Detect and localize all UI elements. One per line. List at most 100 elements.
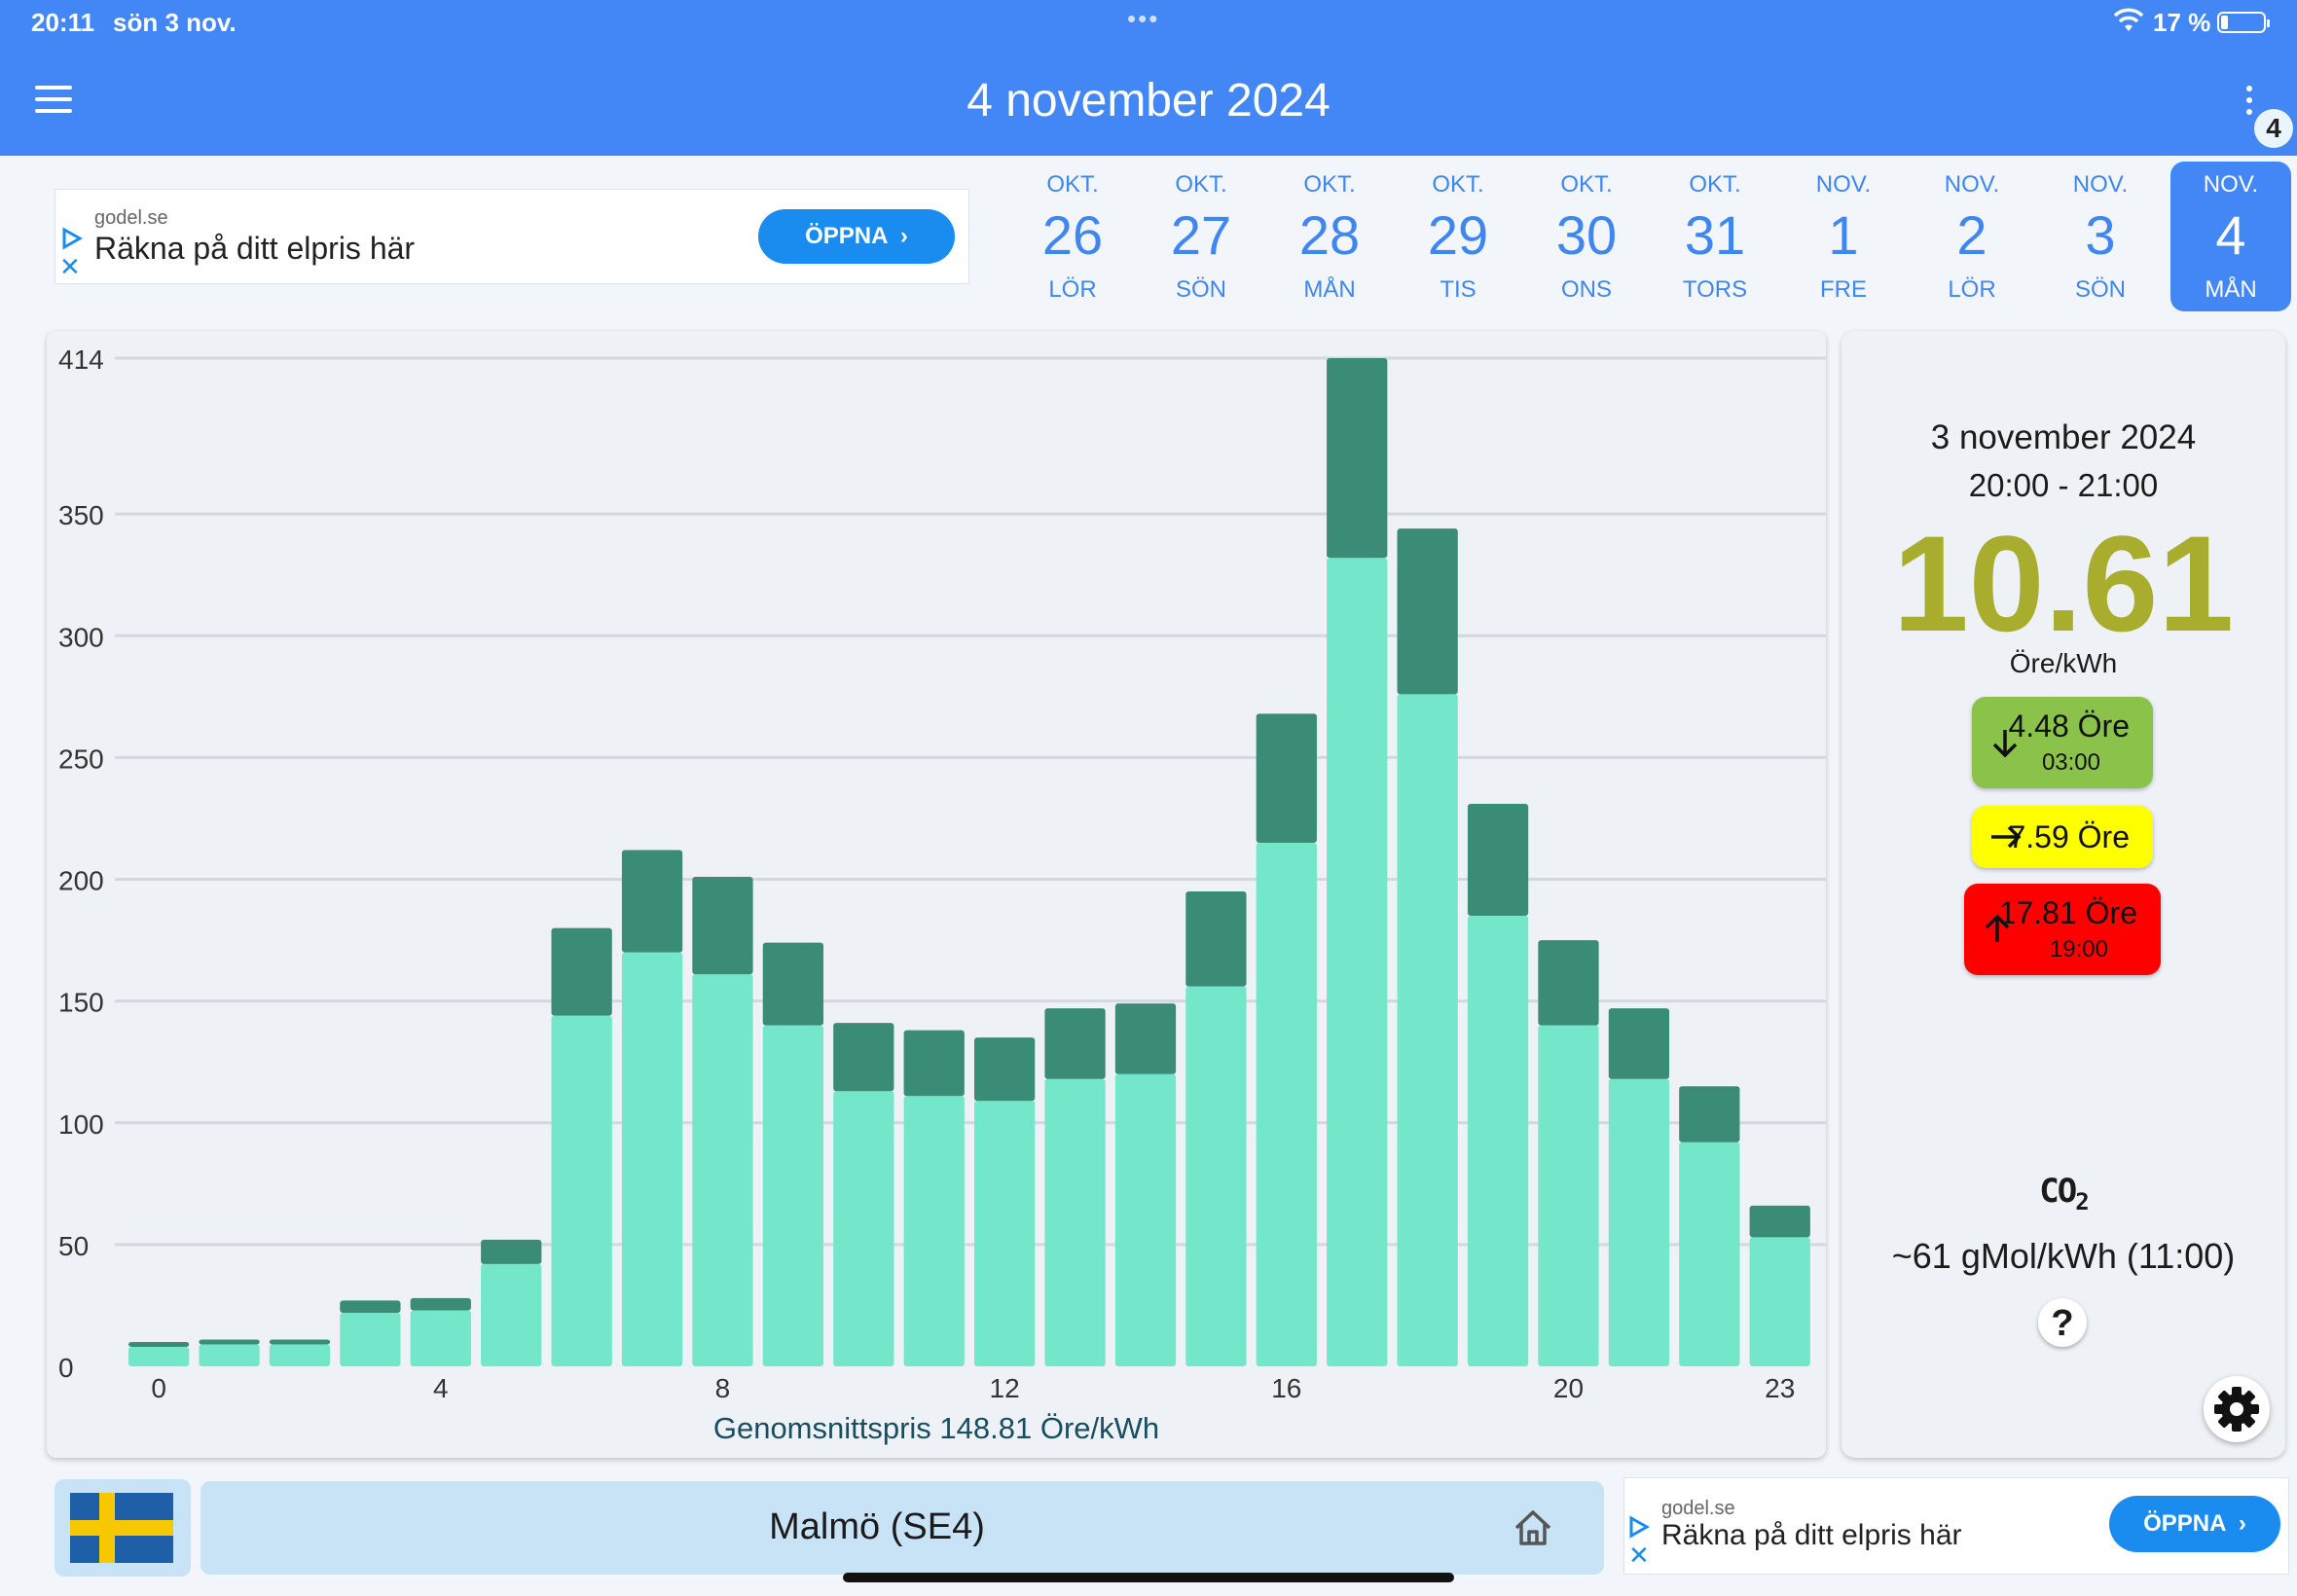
bar-base-segment — [762, 1025, 824, 1366]
ad-open-label: ÖPPNA — [805, 223, 888, 249]
ad-message: Räkna på ditt elpris här — [94, 231, 416, 266]
bar-base-segment — [340, 1312, 401, 1366]
ad-banner-top[interactable]: ✕ godel.se Räkna på ditt elpris här ÖPPN… — [55, 189, 969, 284]
home-indicator[interactable] — [843, 1573, 1454, 1582]
y-tick-label: 150 — [58, 988, 104, 1018]
hamburger-menu-icon[interactable] — [35, 86, 74, 115]
wifi-icon — [2114, 8, 2143, 31]
bar-base-segment — [903, 1096, 965, 1366]
avg-price-badge: 7.59 Öre — [1972, 806, 2153, 868]
bar-base-segment — [269, 1344, 331, 1366]
bar-top-segment — [1114, 1003, 1177, 1074]
ad-close-icon[interactable]: ✕ — [1628, 1541, 1650, 1570]
x-tick-label: 23 — [1765, 1373, 1795, 1401]
y-tick-label: 250 — [58, 744, 104, 774]
arrow-down-icon — [1992, 730, 2018, 758]
bar-top-segment — [1397, 528, 1458, 695]
max-price-time: 19:00 — [2049, 936, 2108, 962]
date-item[interactable]: OKT. 28 MÅN — [1298, 171, 1361, 303]
arrow-up-icon — [1985, 914, 2010, 942]
bar-top-segment — [692, 877, 753, 975]
bar-base-segment — [128, 1346, 190, 1366]
battery-icon — [2217, 12, 2270, 33]
region-label: Malmö (SE4) — [769, 1506, 985, 1547]
gear-icon — [2214, 1387, 2259, 1432]
sweden-flag-button[interactable] — [55, 1479, 191, 1577]
x-tick-label: 4 — [433, 1373, 449, 1401]
bar-top-segment — [128, 1341, 190, 1347]
status-date: sön 3 nov. — [113, 8, 237, 37]
bar-top-segment — [833, 1023, 894, 1092]
x-tick-label: 12 — [990, 1373, 1020, 1401]
ad-choices-icon[interactable] — [1628, 1515, 1650, 1539]
sweden-flag-icon — [70, 1493, 173, 1563]
y-tick-label: 50 — [58, 1231, 89, 1261]
bar-base-segment — [199, 1344, 260, 1366]
bar-top-segment — [1327, 358, 1388, 559]
ad-close-icon[interactable]: ✕ — [59, 252, 81, 281]
min-price-time: 03:00 — [2041, 749, 2100, 776]
x-tick-label: 8 — [715, 1373, 731, 1401]
date-item[interactable]: OKT. 31 TORS — [1682, 171, 1748, 303]
bar-top-segment — [1679, 1086, 1740, 1143]
bar-top-segment — [621, 850, 683, 953]
ad-open-button[interactable]: ÖPPNA › — [758, 209, 955, 264]
more-vertical-icon[interactable] — [2239, 82, 2258, 121]
date-item[interactable]: OKT. 30 ONS — [1555, 171, 1618, 303]
current-price: 10.61 — [1892, 507, 2235, 660]
bar-top-segment — [410, 1297, 471, 1311]
bar-base-segment — [974, 1101, 1036, 1366]
bar-top-segment — [1538, 940, 1599, 1026]
bar-top-segment — [199, 1339, 260, 1345]
bar-base-segment — [1114, 1073, 1177, 1366]
notification-badge[interactable]: 4 — [2254, 109, 2293, 148]
multitasking-dots-icon[interactable]: ••• — [1127, 4, 1160, 33]
ad-choices-icon[interactable] — [61, 227, 83, 250]
page-title: 4 november 2024 — [966, 75, 1331, 127]
chevron-right-icon: › — [893, 223, 908, 249]
settings-gear-button[interactable] — [2204, 1376, 2270, 1442]
bar-top-segment — [481, 1239, 542, 1264]
co2-value: ~61 gMol/kWh (11:00) — [1891, 1236, 2236, 1276]
ad-source: godel.se — [1661, 1498, 1735, 1519]
bar-base-segment — [410, 1310, 471, 1366]
ad-message: Räkna på ditt elpris här — [1661, 1519, 1962, 1551]
x-tick-label: 20 — [1553, 1373, 1584, 1401]
bar-base-segment — [1256, 842, 1317, 1366]
app-bar: 20:11 sön 3 nov. ••• 17 % 4 november 202… — [0, 0, 2297, 156]
bar-base-segment — [621, 952, 683, 1366]
bar-top-segment — [340, 1300, 401, 1313]
status-time: 20:11 — [31, 8, 95, 37]
max-price-value: 17.81 Öre — [1998, 895, 2137, 930]
price-unit: Öre/kWh — [2009, 648, 2118, 678]
bar-base-segment — [1467, 916, 1529, 1366]
ad-source: godel.se — [94, 207, 168, 229]
date-item[interactable]: NOV. 4 MÅN — [2170, 162, 2291, 311]
max-price-badge: 17.81 Öre 19:00 — [1964, 884, 2161, 975]
y-tick-label: 350 — [58, 500, 104, 530]
y-tick-label: 0 — [58, 1353, 74, 1383]
date-item[interactable]: NOV. 1 FRE — [1815, 171, 1872, 303]
bar-top-segment — [551, 927, 612, 1016]
price-chart[interactable]: 0 50 100 150 200 250 300 350 414 0 4 8 12 16 20 23 — [47, 331, 1826, 1401]
bar-top-segment — [1608, 1008, 1670, 1079]
bar-base-segment — [1749, 1237, 1810, 1366]
bar-base-segment — [833, 1091, 894, 1366]
date-item[interactable]: OKT. 29 TIS — [1427, 171, 1489, 303]
bar-base-segment — [1044, 1078, 1106, 1366]
co2-icon: CO2 — [2039, 1172, 2089, 1215]
y-tick-label: 300 — [58, 622, 104, 652]
y-tick-label: 200 — [58, 866, 104, 896]
date-item[interactable]: OKT. 26 LÖR — [1041, 171, 1104, 303]
help-button[interactable]: ? — [2038, 1298, 2087, 1347]
home-icon[interactable] — [1513, 1508, 1553, 1547]
ad-open-button[interactable]: ÖPPNA › — [2109, 1496, 2280, 1552]
bar-top-segment — [1749, 1205, 1810, 1238]
min-price-badge: 4.48 Öre 03:00 — [1972, 697, 2153, 788]
date-item[interactable]: OKT. 27 SÖN — [1170, 171, 1232, 303]
date-item[interactable]: NOV. 2 LÖR — [1944, 171, 2000, 303]
x-tick-label: 16 — [1271, 1373, 1301, 1401]
ad-banner-bottom[interactable]: ✕ godel.se Räkna på ditt elpris här ÖPPN… — [1623, 1477, 2289, 1575]
region-selector[interactable]: Malmö (SE4) — [201, 1481, 1604, 1575]
date-item[interactable]: NOV. 3 SÖN — [2072, 171, 2129, 303]
